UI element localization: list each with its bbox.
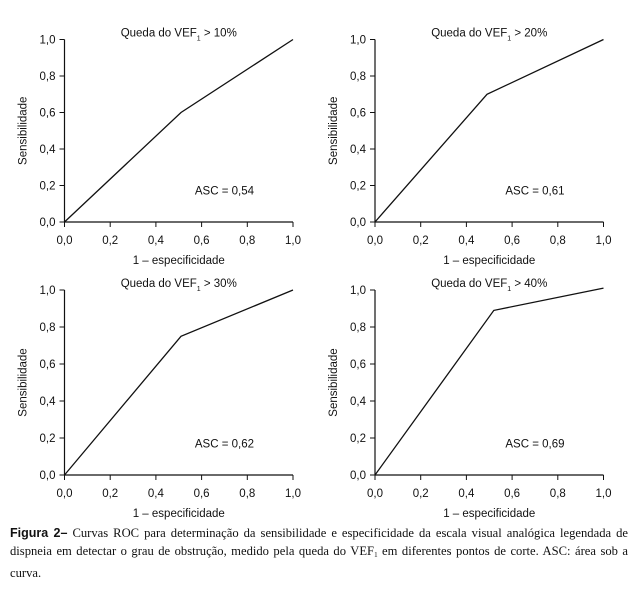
y-axis-label: Sensibilidade	[328, 348, 340, 416]
roc-figure: 0,0 0,2 0,4 0,6 0,8 1,0 0,0 0,2 0,4 0,6 0,8 1,0 1 – …	[18, 28, 612, 521]
y-tick-label: 0,8	[40, 322, 56, 334]
y-tick-label: 0,6	[350, 108, 366, 120]
y-tick-label: 0,4	[40, 396, 57, 408]
y-tick-label: 0,0	[40, 217, 56, 229]
x-tick-label: 1,0	[285, 235, 301, 247]
y-tick-label: 1,0	[350, 285, 366, 297]
chart-title-subscript: 1	[507, 36, 511, 43]
y-axis-label: Sensibilidade	[18, 348, 30, 416]
chart-title-text: Queda do VEF	[431, 278, 507, 290]
x-tick-label: 0,8	[550, 488, 566, 500]
roc-curve	[64, 289, 294, 476]
chart-title-suffix: > 30%	[201, 278, 237, 290]
x-tick-label: 0,2	[102, 488, 118, 500]
y-tick-label: 0,0	[350, 217, 366, 229]
y-tick-label: 0,0	[350, 470, 366, 482]
figure-label: Figura 2–	[10, 526, 68, 540]
y-tick-label: 0,2	[350, 181, 366, 193]
chart-title: Queda do VEF1 > 30%	[121, 278, 237, 293]
y-tick-label: 1,0	[40, 35, 56, 47]
chart-title-text: Queda do VEF	[121, 28, 197, 40]
chart-title-subscript: 1	[507, 286, 511, 293]
x-tick-label: 0,6	[504, 488, 520, 500]
y-axis-label: Sensibilidade	[18, 97, 30, 165]
auc-annotation: ASC = 0,69	[505, 438, 564, 450]
x-tick-label: 0,4	[148, 488, 165, 500]
roc-chart-2: 0,0 0,2 0,4 0,6 0,8 1,0 0,0 0,2 0,4 0,6 0,8 1,0 1 – …	[328, 28, 612, 268]
x-tick-label: 0,2	[413, 488, 429, 500]
x-tick-label: 0,6	[504, 235, 520, 247]
x-axis-label: 1 – especificidade	[133, 255, 225, 267]
caption-text-1: Curvas ROC para determinação da sensibil…	[10, 526, 628, 558]
x-tick-label: 0,2	[102, 235, 118, 247]
x-tick-label: 0,0	[367, 235, 383, 247]
x-tick-label: 0,0	[57, 488, 73, 500]
chart-title: Queda do VEF1 > 20%	[431, 28, 547, 43]
chart-title-suffix: > 10%	[201, 28, 237, 40]
chart-title: Queda do VEF1 > 10%	[121, 28, 237, 43]
x-tick-label: 0,4	[148, 235, 165, 247]
x-tick-label: 1,0	[285, 488, 301, 500]
roc-chart-4: 0,0 0,2 0,4 0,6 0,8 1,0 0,0 0,2 0,4 0,6 0,8 1,0 1 – …	[328, 278, 612, 520]
caption-text-2: em diferentes pontos de corte. ASC: área…	[10, 544, 628, 580]
x-tick-label: 1,0	[596, 235, 612, 247]
roc-chart-1: 0,0 0,2 0,4 0,6 0,8 1,0 0,0 0,2 0,4 0,6 0,8 1,0 1 – …	[18, 28, 302, 268]
x-tick-label: 0,8	[239, 235, 255, 247]
y-tick-label: 1,0	[40, 285, 56, 297]
figure-caption: Figura 2– Curvas ROC para determinação d…	[10, 524, 628, 582]
x-axis-label: 1 – especificidade	[133, 508, 225, 520]
x-tick-label: 0,4	[458, 235, 475, 247]
auc-annotation: ASC = 0,61	[505, 186, 564, 198]
x-tick-label: 1,0	[596, 488, 612, 500]
x-axis-label: 1 – especificidade	[443, 508, 535, 520]
x-tick-label: 0,8	[550, 235, 566, 247]
chart-title: Queda do VEF1 > 40%	[431, 278, 547, 293]
y-tick-label: 0,6	[40, 108, 56, 120]
x-axis-label: 1 – especificidade	[443, 255, 535, 267]
y-tick-label: 0,4	[350, 144, 367, 156]
y-tick-label: 0,0	[40, 470, 56, 482]
y-axis-label: Sensibilidade	[328, 97, 340, 165]
x-tick-label: 0,2	[413, 235, 429, 247]
x-tick-label: 0,6	[194, 488, 210, 500]
y-tick-label: 1,0	[350, 35, 366, 47]
auc-annotation: ASC = 0,62	[195, 438, 254, 450]
y-tick-label: 0,8	[350, 71, 366, 83]
y-tick-label: 0,2	[40, 433, 56, 445]
roc-curve	[64, 38, 294, 223]
x-tick-label: 0,8	[239, 488, 255, 500]
chart-title-subscript: 1	[197, 286, 201, 293]
roc-chart-3: 0,0 0,2 0,4 0,6 0,8 1,0 0,0 0,2 0,4 0,6 0,8 1,0 1 – …	[18, 278, 302, 520]
y-tick-label: 0,6	[40, 359, 56, 371]
y-tick-label: 0,4	[40, 144, 57, 156]
y-tick-label: 0,2	[40, 181, 56, 193]
y-tick-label: 0,8	[350, 322, 366, 334]
chart-title-subscript: 1	[197, 36, 201, 43]
y-tick-label: 0,2	[350, 433, 366, 445]
chart-title-text: Queda do VEF	[431, 28, 507, 40]
x-tick-label: 0,6	[194, 235, 210, 247]
chart-title-text: Queda do VEF	[121, 278, 197, 290]
y-tick-label: 0,6	[350, 359, 366, 371]
caption-subscript: 1	[374, 551, 378, 559]
auc-annotation: ASC = 0,54	[195, 186, 255, 198]
roc-curve	[374, 287, 604, 476]
y-tick-label: 0,8	[40, 71, 56, 83]
roc-curve	[374, 38, 604, 223]
x-tick-label: 0,0	[57, 235, 73, 247]
x-tick-label: 0,4	[458, 488, 475, 500]
chart-title-suffix: > 40%	[511, 278, 547, 290]
x-tick-label: 0,0	[367, 488, 383, 500]
chart-title-suffix: > 20%	[511, 28, 547, 40]
y-tick-label: 0,4	[350, 396, 367, 408]
